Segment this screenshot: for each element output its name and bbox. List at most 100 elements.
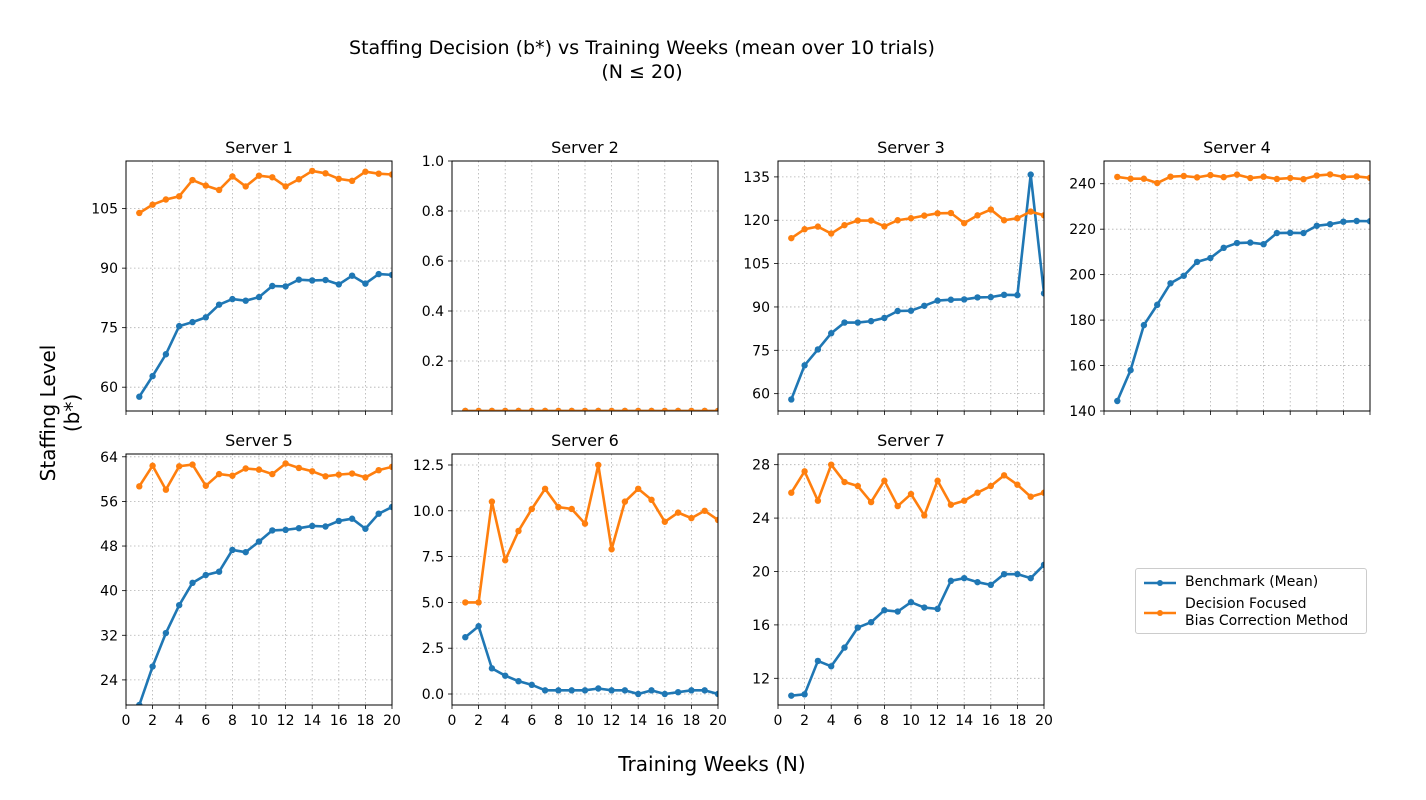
x-tick-label: 8 (554, 713, 563, 729)
y-tick-label: 5.0 (422, 595, 444, 611)
data-point (907, 215, 915, 222)
data-point (269, 527, 276, 534)
data-point (475, 599, 482, 606)
data-point (309, 167, 316, 175)
series-benchmark (136, 503, 392, 705)
series-line (464, 624, 718, 696)
data-point (1300, 175, 1307, 183)
data-point (894, 307, 901, 315)
legend-label-dfbc-line1: Decision Focused (1185, 596, 1307, 612)
x-tick-label: 16 (656, 713, 674, 729)
data-point (362, 474, 369, 481)
data-point (269, 470, 276, 478)
data-point (1040, 290, 1044, 297)
x-tick-label: 6 (201, 713, 210, 729)
data-point (282, 183, 289, 190)
data-point (528, 407, 535, 411)
data-point (162, 486, 170, 493)
data-point (1353, 217, 1360, 225)
data-point (688, 514, 695, 522)
data-point (269, 282, 276, 290)
y-tick-label: 220 (1069, 222, 1096, 238)
y-tick-label: 200 (1069, 268, 1096, 284)
data-point (568, 687, 575, 694)
data-point (176, 322, 183, 330)
data-point (541, 485, 549, 493)
data-point (515, 407, 522, 411)
data-point (788, 396, 795, 403)
series-benchmark (1114, 217, 1370, 405)
data-point (375, 466, 382, 474)
data-point (961, 219, 968, 227)
data-point (176, 463, 183, 470)
x-tick-label: 16 (330, 713, 348, 729)
data-point (661, 518, 668, 525)
data-point (814, 223, 822, 230)
data-point (934, 477, 941, 484)
data-point (282, 526, 289, 534)
data-point (1366, 218, 1370, 225)
series-line (1116, 219, 1370, 402)
data-point (881, 223, 888, 230)
series-benchmark (462, 623, 718, 698)
data-point (1014, 481, 1021, 488)
y-tick-label: 10.0 (413, 504, 444, 520)
data-point (828, 230, 835, 237)
y-tick-label: 20 (752, 564, 770, 580)
data-point (136, 483, 143, 490)
legend: Benchmark (Mean) Decision Focused Bias C… (1135, 568, 1367, 634)
y-tick-label: 16 (752, 618, 770, 634)
data-point (921, 302, 928, 309)
series-dfbc (462, 407, 718, 411)
data-point (1326, 171, 1334, 178)
data-point (348, 515, 356, 522)
data-point (189, 461, 196, 468)
data-point (555, 407, 562, 411)
data-point (502, 672, 509, 679)
data-point (282, 460, 289, 467)
data-point (502, 557, 509, 564)
data-point (907, 490, 915, 498)
data-point (974, 578, 981, 586)
data-point (841, 478, 848, 486)
data-point (688, 687, 695, 694)
y-tick-label: 180 (1069, 313, 1096, 329)
data-point (635, 407, 642, 411)
data-point (295, 524, 303, 532)
data-point (974, 294, 981, 301)
data-point (934, 605, 941, 613)
data-point (1014, 215, 1021, 222)
y-tick-label: 28 (752, 458, 770, 474)
data-point (202, 482, 209, 489)
series-dfbc (788, 206, 1044, 242)
data-point (894, 502, 901, 510)
data-point (1000, 472, 1008, 479)
y-tick-label: 0.4 (422, 304, 444, 320)
data-point (854, 624, 861, 631)
data-point (1040, 212, 1044, 219)
data-point (488, 407, 496, 411)
x-tick-label: 14 (629, 713, 647, 729)
panel-title: Server 3 (877, 138, 945, 157)
series-benchmark (788, 171, 1044, 403)
data-point (608, 407, 615, 411)
data-point (149, 462, 156, 469)
data-point (947, 577, 955, 585)
data-point (162, 629, 170, 637)
data-point (674, 688, 682, 696)
series-line (138, 169, 392, 215)
data-point (961, 296, 968, 303)
data-point (502, 407, 509, 411)
x-tick-label: 18 (1008, 713, 1026, 729)
axes-frame (125, 160, 393, 412)
series-dfbc (136, 167, 392, 217)
x-tick-label: 14 (303, 713, 321, 729)
data-point (242, 297, 249, 304)
data-point (894, 608, 901, 615)
data-point (1000, 570, 1008, 578)
data-point (801, 362, 808, 369)
data-point (581, 407, 589, 411)
data-point (828, 663, 835, 670)
data-point (229, 295, 236, 303)
